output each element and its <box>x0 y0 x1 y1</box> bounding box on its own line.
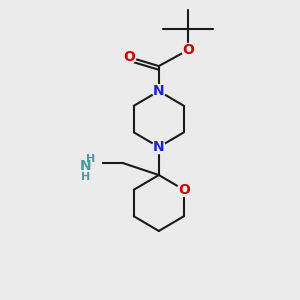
Circle shape <box>123 51 136 64</box>
Circle shape <box>152 141 165 154</box>
Circle shape <box>85 157 98 170</box>
Text: H: H <box>81 172 90 182</box>
Text: N: N <box>80 159 92 173</box>
Text: O: O <box>182 43 194 57</box>
Circle shape <box>152 85 165 98</box>
Text: N: N <box>153 140 165 154</box>
Circle shape <box>177 183 190 196</box>
Text: H: H <box>86 154 96 164</box>
Text: O: O <box>178 183 190 197</box>
Circle shape <box>81 153 101 174</box>
Text: O: O <box>124 50 135 64</box>
Text: N: N <box>153 84 165 98</box>
Circle shape <box>182 44 195 56</box>
